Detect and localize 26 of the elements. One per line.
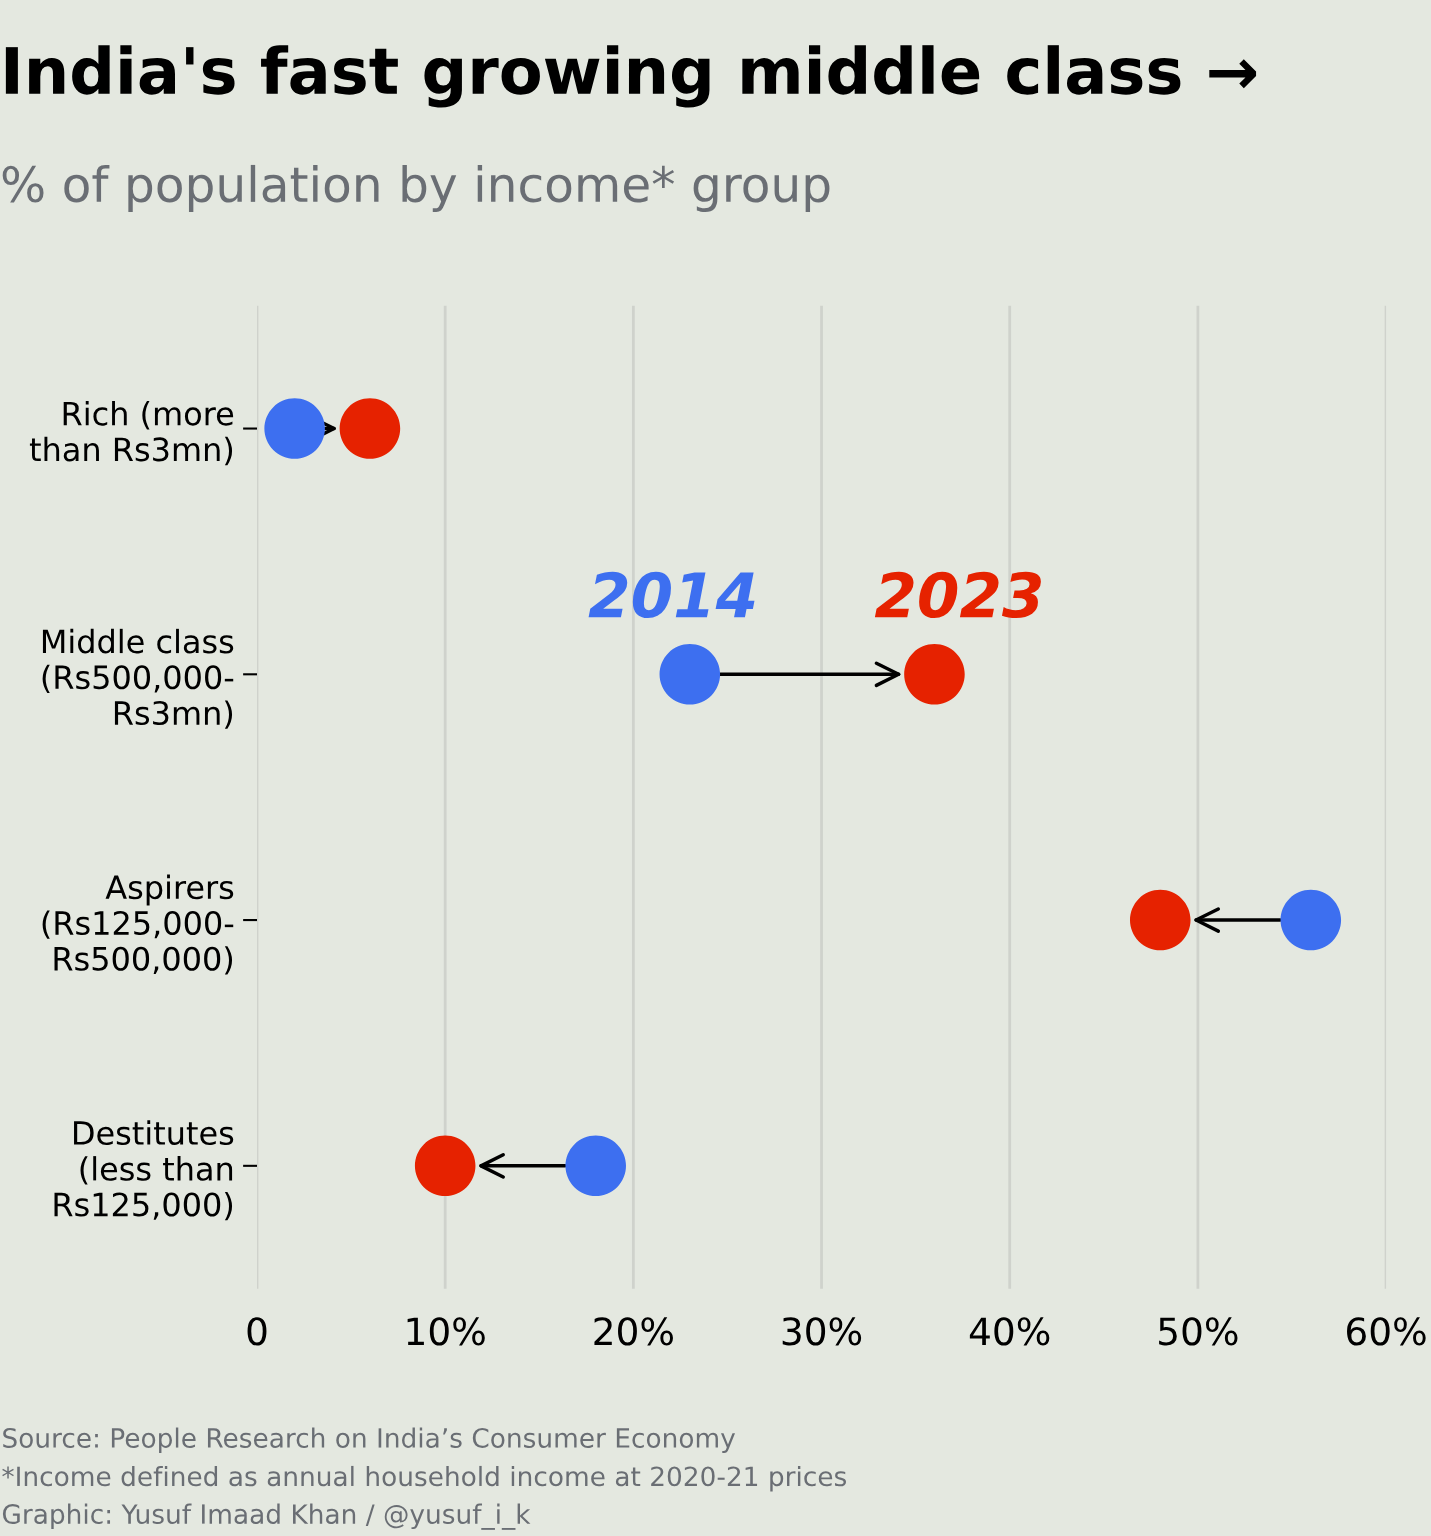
point bbox=[659, 644, 721, 705]
point bbox=[565, 1135, 626, 1197]
point bbox=[1129, 889, 1191, 951]
x-tick-label: 60% bbox=[1347, 1317, 1426, 1346]
text: *Income defined as annual household income at 2020-21 prices bbox=[2, 1465, 847, 1492]
point bbox=[1280, 889, 1342, 951]
point bbox=[264, 398, 325, 459]
series-label: 2023 bbox=[874, 571, 1041, 619]
y-tick-label: Destitutes (less than Rs125,000) bbox=[54, 1120, 234, 1221]
x-tick-label: 0 bbox=[247, 1317, 267, 1346]
point bbox=[339, 398, 401, 459]
chart-title: India's fast growing middle class → bbox=[5, 45, 1257, 108]
y-tick-label: Aspirers (Rs125,000- Rs500,000) bbox=[42, 874, 234, 975]
point bbox=[414, 1135, 476, 1197]
chart-subtitle: % of population by income* group bbox=[2, 164, 830, 212]
source-note: Source: People Research on India’s Consumer Economy bbox=[3, 1427, 736, 1454]
point bbox=[904, 644, 965, 705]
x-tick-label: 30% bbox=[782, 1317, 862, 1346]
text: Graphic: Yusuf Imaad Khan / @yusuf_i_k bbox=[2, 1503, 531, 1530]
y-tick-label: Middle class (Rs500,000- Rs3mn) bbox=[42, 628, 234, 729]
x-tick-label: 20% bbox=[594, 1317, 673, 1346]
y-tick-label: Rich (more than Rs3mn) bbox=[29, 400, 234, 466]
x-tick-label: 10% bbox=[407, 1317, 485, 1346]
x-tick-label: 50% bbox=[1159, 1317, 1238, 1346]
x-tick-label: 40% bbox=[969, 1317, 1050, 1346]
series-label: 2014 bbox=[588, 571, 755, 619]
